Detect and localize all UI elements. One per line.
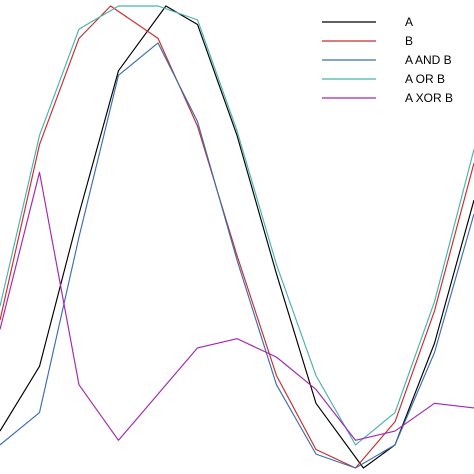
legend-label-a-or-b: A OR B xyxy=(405,72,445,86)
series-layer xyxy=(0,5,474,469)
series-line-a-or-b xyxy=(0,5,474,446)
series-line-a-xor-b xyxy=(0,171,474,441)
series-line-a-and-b xyxy=(0,42,474,469)
series-line-b xyxy=(0,5,474,469)
legend: AB A AND B A OR B A XOR B xyxy=(322,15,453,105)
legend-label-a: A xyxy=(405,15,413,29)
legend-label-a-xor-b: A XOR B xyxy=(405,91,453,105)
legend-label-b: B xyxy=(405,34,413,48)
legend-label-a-and-b: A AND B xyxy=(405,53,452,67)
